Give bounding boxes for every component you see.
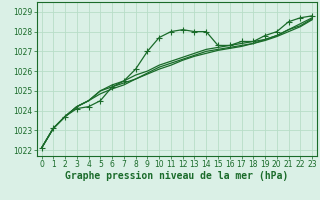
X-axis label: Graphe pression niveau de la mer (hPa): Graphe pression niveau de la mer (hPa) [65, 171, 288, 181]
